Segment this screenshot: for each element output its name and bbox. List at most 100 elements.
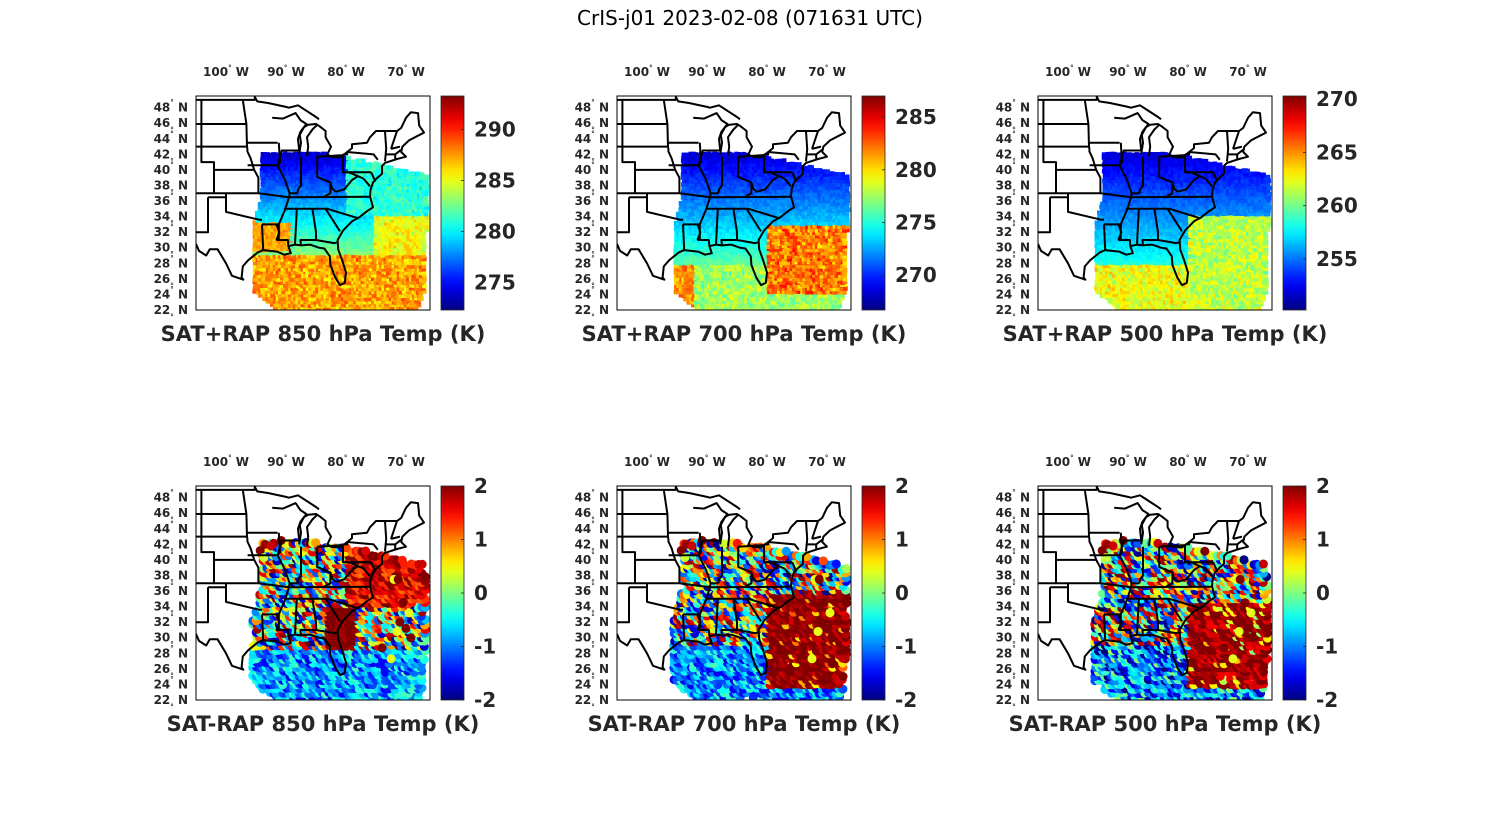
data-cell bbox=[384, 210, 389, 216]
data-cell bbox=[696, 289, 701, 295]
data-cell bbox=[762, 286, 767, 291]
data-cell bbox=[283, 302, 288, 308]
data-cell bbox=[704, 224, 709, 229]
data-cell bbox=[353, 181, 359, 187]
border-line bbox=[362, 177, 371, 187]
data-cell bbox=[322, 192, 328, 197]
data-cell bbox=[290, 290, 296, 295]
data-cell bbox=[358, 243, 364, 249]
data-cell bbox=[391, 286, 397, 292]
data-cell bbox=[741, 241, 747, 246]
data-cell bbox=[388, 184, 393, 190]
data-cell bbox=[411, 280, 416, 285]
data-cell bbox=[686, 259, 691, 265]
data-cell bbox=[335, 292, 341, 298]
data-cell bbox=[315, 151, 320, 157]
data-cell bbox=[328, 201, 333, 207]
data-cell bbox=[381, 280, 386, 285]
data-cell bbox=[355, 300, 361, 305]
data-cell bbox=[771, 240, 777, 245]
border-line bbox=[335, 175, 359, 193]
data-cell bbox=[333, 211, 339, 217]
data-cell bbox=[307, 233, 313, 239]
data-cell bbox=[330, 302, 336, 307]
data-cell bbox=[819, 220, 824, 226]
data-cell bbox=[363, 272, 369, 278]
data-cell bbox=[260, 198, 266, 203]
data-cell bbox=[781, 217, 787, 222]
data-cell bbox=[411, 224, 416, 230]
data-cell bbox=[414, 192, 419, 197]
data-cell bbox=[298, 266, 303, 272]
data-cell bbox=[729, 218, 735, 223]
data-cell bbox=[277, 204, 283, 209]
data-cell bbox=[774, 260, 780, 265]
data-cell bbox=[787, 299, 792, 305]
data-cell bbox=[801, 303, 807, 308]
data-cell bbox=[723, 221, 729, 227]
data-cell bbox=[785, 280, 790, 285]
data-cell bbox=[816, 256, 822, 261]
data-cell bbox=[766, 244, 772, 249]
data-cell bbox=[307, 283, 313, 288]
data-cell bbox=[739, 290, 745, 295]
data-cell bbox=[270, 182, 275, 187]
data-cell bbox=[280, 188, 285, 194]
data-cell bbox=[353, 267, 359, 272]
data-cell bbox=[386, 293, 391, 298]
data-cell bbox=[399, 250, 404, 256]
data-cell bbox=[786, 251, 792, 256]
data-cell bbox=[827, 282, 833, 288]
data-cell bbox=[673, 289, 679, 295]
data-cell bbox=[325, 223, 331, 229]
data-cell bbox=[383, 256, 388, 262]
data-cell bbox=[331, 234, 336, 239]
data-cell bbox=[816, 224, 822, 229]
data-cell bbox=[709, 228, 714, 233]
data-cell bbox=[749, 267, 754, 272]
data-cell bbox=[421, 208, 426, 214]
data-cell bbox=[706, 288, 711, 294]
data-cell bbox=[368, 302, 374, 307]
data-cell bbox=[716, 263, 721, 268]
data-cell bbox=[320, 161, 326, 167]
data-cell bbox=[272, 208, 278, 213]
data-cell bbox=[832, 239, 838, 245]
data-cell bbox=[320, 214, 326, 220]
data-cell bbox=[686, 279, 691, 284]
data-cell bbox=[376, 179, 381, 184]
data-cell bbox=[353, 280, 358, 285]
data-cell bbox=[378, 224, 384, 230]
data-cell bbox=[345, 302, 351, 308]
data-cell bbox=[416, 182, 421, 187]
data-cell bbox=[693, 287, 699, 292]
data-cell bbox=[288, 273, 293, 279]
data-cell bbox=[797, 234, 803, 240]
data-cell bbox=[295, 233, 300, 238]
data-cell bbox=[797, 305, 803, 310]
data-cell bbox=[820, 231, 825, 236]
data-cell bbox=[701, 259, 706, 265]
data-cell bbox=[316, 217, 321, 223]
data-cell bbox=[340, 290, 345, 295]
data-cell bbox=[336, 254, 341, 259]
data-cell bbox=[371, 244, 376, 250]
data-cell bbox=[368, 223, 374, 229]
data-cell bbox=[690, 256, 696, 262]
data-cell bbox=[794, 227, 800, 232]
data-cell bbox=[684, 292, 689, 298]
data-cell bbox=[358, 256, 364, 262]
data-cell bbox=[834, 244, 840, 250]
data-cell bbox=[799, 218, 805, 223]
data-cell bbox=[325, 205, 331, 210]
data-cell bbox=[779, 217, 784, 223]
data-cell bbox=[325, 298, 330, 304]
data-cell bbox=[391, 253, 396, 258]
data-cell bbox=[681, 218, 687, 223]
data-cell bbox=[396, 305, 401, 310]
data-cell bbox=[282, 227, 288, 233]
data-cell bbox=[681, 259, 686, 265]
data-cell bbox=[749, 296, 754, 301]
data-cell bbox=[320, 263, 325, 269]
data-cell bbox=[295, 210, 300, 216]
